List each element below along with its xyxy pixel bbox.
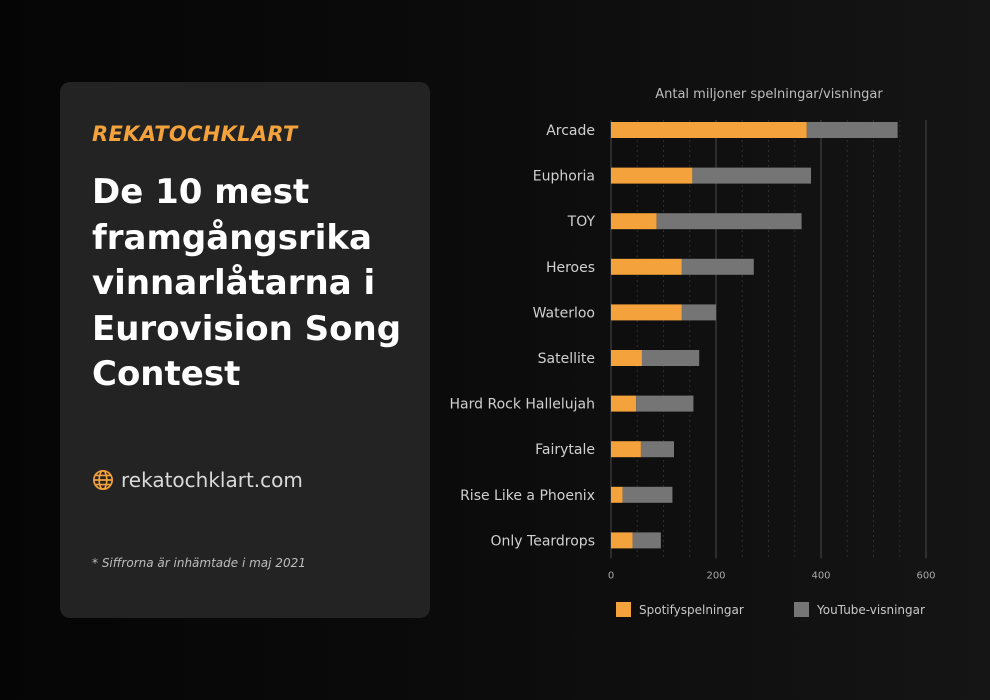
info-card: REKATOCHKLART De 10 mest framgångsrika v… (60, 82, 430, 618)
bar-youtube (640, 441, 674, 458)
brand-name: REKATOCHKLART (92, 122, 298, 146)
bar-youtube (681, 304, 716, 321)
x-tick-label: 600 (916, 570, 935, 581)
x-tick-label: 0 (608, 570, 614, 581)
stacked-bar-chart: Antal miljoner spelningar/visningar Arca… (450, 87, 936, 617)
chart-title: Antal miljoner spelningar/visningar (655, 87, 883, 102)
bar-spotify (611, 122, 807, 138)
bar-youtube (632, 532, 661, 549)
chart-legend: Spotifyspelningar YouTube-visningar (616, 602, 925, 617)
legend-swatch-spotify (616, 602, 631, 617)
x-axis-ticks: 0 200 400 600 (608, 570, 936, 581)
bar-spotify (611, 441, 641, 458)
bar-spotify (611, 532, 633, 549)
category-label: Heroes (546, 260, 595, 276)
category-labels: Arcade Euphoria TOY Heroes Waterloo Satellite… (450, 123, 596, 549)
category-label: Euphoria (533, 169, 595, 185)
bar-youtube (681, 258, 754, 275)
chart-bars (611, 122, 898, 549)
legend-label-youtube: YouTube-visningar (816, 603, 925, 617)
site-url: rekatochklart.com (121, 468, 303, 492)
legend-swatch-youtube (794, 602, 809, 617)
category-label: Arcade (546, 123, 595, 139)
category-label: Hard Rock Hallelujah (450, 397, 595, 413)
x-tick-label: 200 (706, 570, 725, 581)
bar-spotify (611, 167, 693, 184)
bar-spotify (611, 304, 682, 321)
footnote: * Siffrorna är inhämtade i maj 2021 (92, 556, 306, 570)
bar-spotify (611, 395, 637, 412)
bar-spotify (611, 350, 642, 366)
page-title: De 10 mest framgångsrika vinnarlåtarna i… (92, 172, 402, 394)
bar-spotify (611, 213, 657, 230)
bar-youtube (656, 213, 802, 230)
bar-youtube (641, 350, 700, 366)
chart-grid (610, 120, 927, 559)
category-label: Waterloo (533, 305, 595, 321)
category-label: TOY (567, 214, 596, 230)
category-label: Only Teardrops (491, 533, 595, 549)
bar-spotify (611, 486, 623, 503)
bar-youtube (622, 486, 673, 503)
site-link[interactable]: rekatochklart.com (92, 468, 303, 492)
category-label: Fairytale (535, 442, 595, 458)
legend-label-spotify: Spotifyspelningar (639, 603, 744, 617)
bar-youtube (806, 122, 898, 138)
category-label: Satellite (538, 351, 595, 367)
category-label: Rise Like a Phoenix (460, 488, 595, 504)
bar-spotify (611, 258, 682, 275)
bar-youtube (636, 395, 694, 412)
globe-icon (93, 470, 113, 490)
bar-youtube (692, 167, 812, 184)
x-tick-label: 400 (811, 570, 830, 581)
